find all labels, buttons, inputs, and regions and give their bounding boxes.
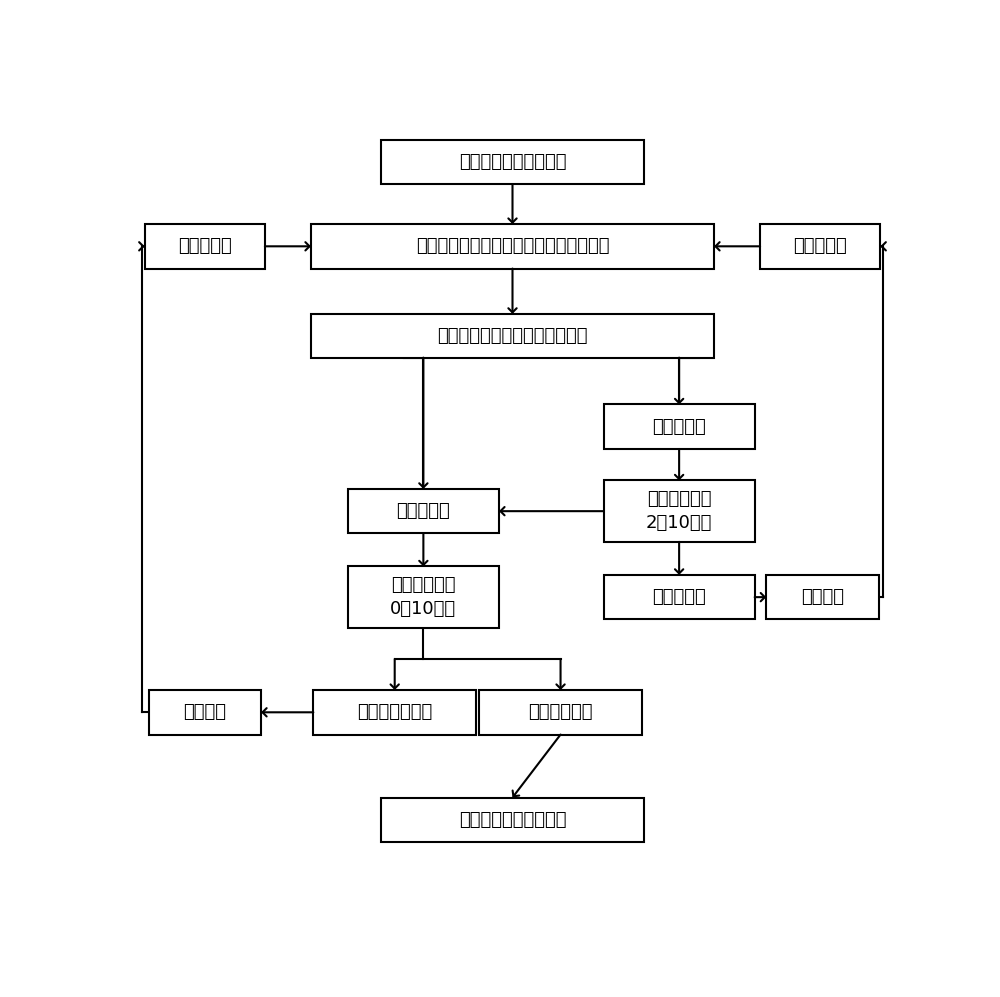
Bar (149, 690, 261, 735)
Bar (311, 224, 714, 268)
Text: 提高静应力: 提高静应力 (178, 237, 232, 255)
Text: 模拟冲击岩爆实验开始: 模拟冲击岩爆实验开始 (459, 153, 566, 170)
Bar (381, 140, 644, 184)
Bar (348, 566, 499, 628)
Text: 向岩样试件加载三向初始静应力，并保载: 向岩样试件加载三向初始静应力，并保载 (416, 237, 609, 255)
Text: 停止扰动: 停止扰动 (183, 703, 226, 721)
Bar (604, 575, 755, 619)
Text: 一向或两向或三向加载扰动荷载: 一向或两向或三向加载扰动荷载 (437, 327, 588, 345)
Text: 保持扰动状态
2～10分钟: 保持扰动状态 2～10分钟 (646, 491, 712, 532)
Bar (604, 405, 755, 449)
Text: 进入破坏过程: 进入破坏过程 (528, 703, 593, 721)
Text: 模拟冲击岩爆实验结束: 模拟冲击岩爆实验结束 (459, 811, 566, 829)
Bar (311, 314, 714, 358)
Bar (604, 481, 755, 542)
Bar (145, 224, 265, 268)
Bar (348, 489, 499, 533)
Bar (313, 690, 476, 735)
Text: 无剥落现象: 无剥落现象 (652, 588, 706, 606)
Bar (381, 798, 644, 842)
Text: 停止扰动: 停止扰动 (801, 588, 844, 606)
Text: 有剥落现象: 有剥落现象 (396, 502, 450, 520)
Bar (760, 224, 880, 268)
Bar (479, 690, 642, 735)
Bar (766, 575, 879, 619)
Text: 提高静应力: 提高静应力 (793, 237, 847, 255)
Text: 未进入破坏过程: 未进入破坏过程 (357, 703, 432, 721)
Text: 保持扰动状态
0～10分钟: 保持扰动状态 0～10分钟 (390, 576, 456, 618)
Text: 无剥落现象: 无剥落现象 (652, 418, 706, 436)
